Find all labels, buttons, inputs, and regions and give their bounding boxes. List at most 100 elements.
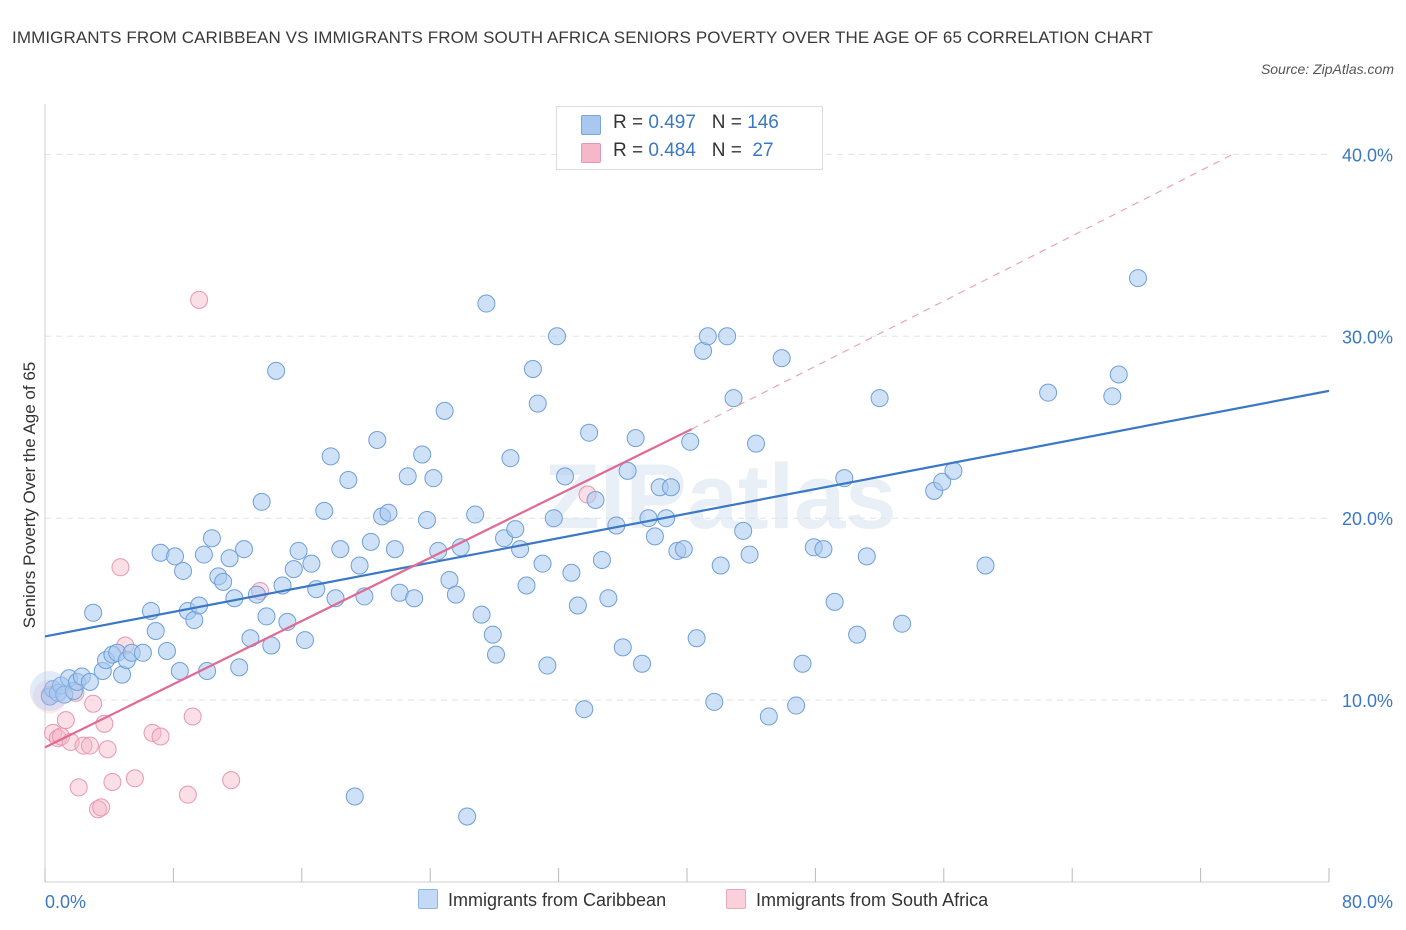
caribbean-point xyxy=(857,547,876,566)
caribbean-point xyxy=(483,625,502,644)
caribbean-point xyxy=(379,503,398,522)
caribbean-point xyxy=(613,638,632,657)
caribbean-point xyxy=(302,554,321,573)
caribbean-trend-line xyxy=(44,389,1330,638)
caribbean-point xyxy=(870,389,889,408)
caribbean-point xyxy=(339,470,358,489)
caribbean-point xyxy=(592,551,611,570)
caribbean-point xyxy=(350,556,369,575)
caribbean-point xyxy=(331,540,350,559)
caribbean-point xyxy=(687,629,706,648)
caribbean-point xyxy=(202,529,221,548)
legend-n-value: 146 xyxy=(747,112,779,133)
caribbean-point xyxy=(933,472,952,491)
y-tick-label: 10.0% xyxy=(1342,691,1393,711)
caribbean-point xyxy=(556,467,575,486)
caribbean-point xyxy=(787,696,806,715)
caribbean-point xyxy=(705,692,724,711)
trend-layer xyxy=(44,153,1330,749)
bottom-legend-south-africa: Immigrants from South Africa xyxy=(726,889,988,911)
caribbean-point xyxy=(252,492,271,511)
caribbean-point xyxy=(626,429,645,448)
caribbean-point xyxy=(368,430,387,449)
caribbean-point xyxy=(734,521,753,540)
caribbean-point xyxy=(674,540,693,559)
caribbean-point xyxy=(170,661,189,680)
caribbean-point xyxy=(296,631,315,650)
tick-labels: 10.0% 20.0% 30.0% 40.0% 0.0% 80.0% xyxy=(45,145,1393,912)
caribbean-point xyxy=(586,491,605,509)
caribbean-point xyxy=(633,654,652,673)
legend-r-label: R = xyxy=(613,140,649,161)
south-africa-trend-extension xyxy=(691,153,1233,430)
caribbean-point xyxy=(711,556,730,575)
stats-legend: R = 0.497 N = 146 R = 0.484 N = 27 xyxy=(556,106,823,170)
south-africa-point xyxy=(98,740,117,759)
legend-r-value: 0.497 xyxy=(648,112,696,133)
caribbean-points xyxy=(29,269,1148,826)
caribbean-point xyxy=(417,511,436,530)
south-africa-point xyxy=(178,785,197,804)
caribbean-point xyxy=(315,501,334,520)
south-africa-point xyxy=(88,800,107,819)
bottom-legend-swatch-south-africa xyxy=(726,889,746,909)
caribbean-point xyxy=(321,447,340,466)
legend-swatch-caribbean xyxy=(581,115,601,135)
south-africa-point xyxy=(125,769,144,788)
caribbean-point xyxy=(599,589,618,608)
bottom-legend-caribbean: Immigrants from Caribbean xyxy=(418,889,666,911)
caribbean-point xyxy=(80,672,99,691)
bottom-legend-swatch-caribbean xyxy=(418,889,438,909)
caribbean-point xyxy=(639,509,658,528)
caribbean-point xyxy=(446,585,465,604)
caribbean-point xyxy=(1109,365,1128,384)
caribbean-point xyxy=(793,654,812,673)
caribbean-point xyxy=(289,541,308,560)
legend-swatch-south-africa xyxy=(581,143,601,163)
south-africa-point xyxy=(56,711,75,730)
south-africa-point xyxy=(111,558,130,577)
caribbean-point xyxy=(345,787,364,806)
y-axis-label: Seniors Poverty Over the Age of 65 xyxy=(20,361,39,629)
caribbean-point xyxy=(284,560,303,579)
caribbean-point xyxy=(146,621,165,640)
south-africa-point xyxy=(69,778,88,797)
legend-n-label: N = xyxy=(711,112,748,133)
caribbean-point xyxy=(825,592,844,611)
caribbean-point xyxy=(772,349,791,368)
caribbean-point xyxy=(517,576,536,595)
caribbean-point xyxy=(533,554,552,573)
caribbean-point xyxy=(759,707,778,726)
y-tick-label: 30.0% xyxy=(1342,327,1393,347)
caribbean-point xyxy=(893,614,912,633)
caribbean-point xyxy=(724,389,743,408)
y-tick-label: 40.0% xyxy=(1342,145,1393,165)
caribbean-point xyxy=(361,532,380,551)
caribbean-point xyxy=(1103,387,1122,406)
south-africa-point xyxy=(84,694,103,713)
south-africa-points xyxy=(32,290,597,819)
caribbean-point xyxy=(458,807,477,826)
caribbean-point xyxy=(501,449,520,468)
legend-r-label: R = xyxy=(613,112,649,133)
x-tick-label: 0.0% xyxy=(45,892,86,912)
legend-n-value: 27 xyxy=(747,140,774,161)
south-africa-point xyxy=(103,772,122,791)
caribbean-point xyxy=(230,658,249,677)
caribbean-point xyxy=(214,572,233,591)
caribbean-point xyxy=(487,645,506,664)
south-africa-point xyxy=(74,736,93,755)
caribbean-point xyxy=(747,434,766,453)
caribbean-point xyxy=(544,509,563,528)
caribbean-point xyxy=(257,607,276,626)
caribbean-point xyxy=(84,603,103,622)
caribbean-point xyxy=(618,461,637,480)
south-africa-point xyxy=(92,798,111,817)
caribbean-point xyxy=(698,327,717,346)
south-africa-point xyxy=(80,736,99,755)
caribbean-point xyxy=(424,469,443,488)
caribbean-point xyxy=(547,327,566,346)
caribbean-point xyxy=(976,556,995,575)
caribbean-point xyxy=(814,540,833,559)
